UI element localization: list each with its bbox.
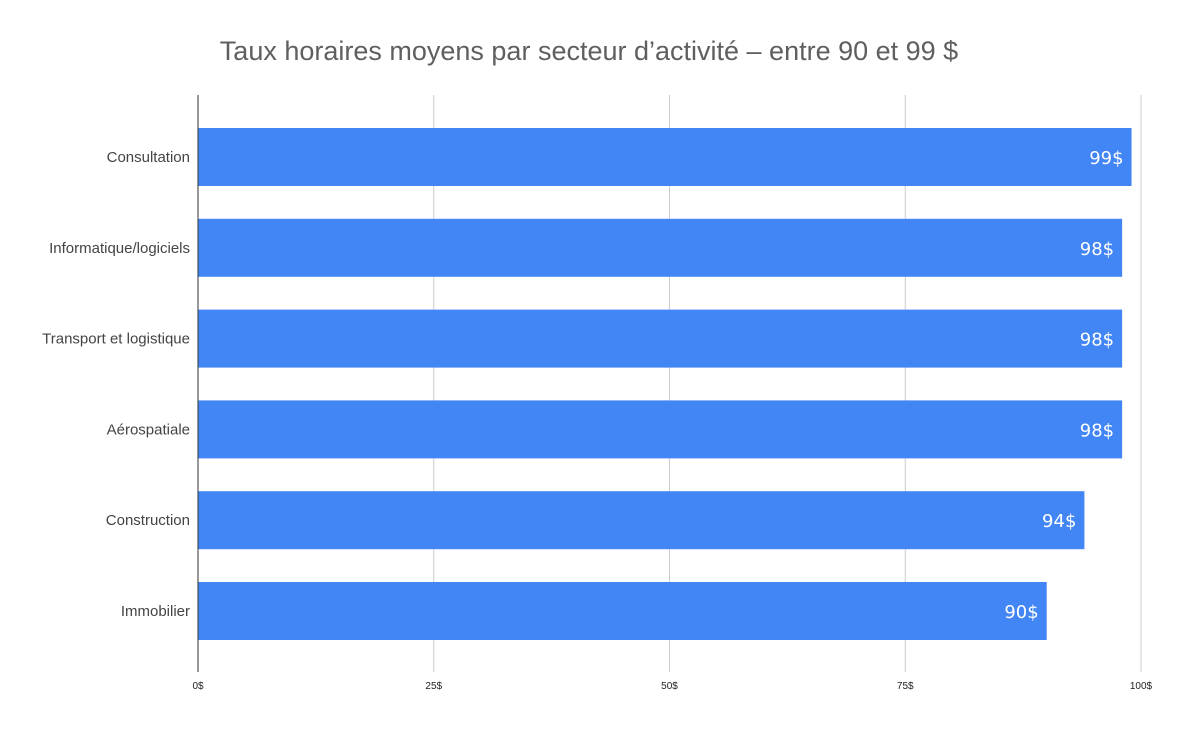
bar-4 [198,491,1085,550]
x-tick-label-1: 25$ [425,681,442,692]
category-label-0: Consultation [107,149,190,166]
x-tick-label-4: 100$ [1130,681,1153,692]
data-label-3: 98$ [1080,420,1114,441]
bar-1 [198,218,1123,277]
data-label-2: 98$ [1080,330,1114,351]
bar-2 [198,309,1123,368]
x-tick-label-2: 50$ [661,681,678,692]
x-tick-label-3: 75$ [897,681,914,692]
category-label-4: Construction [106,512,190,529]
category-label-3: Aérospatiale [107,421,190,438]
bar-5 [198,582,1047,640]
data-label-1: 98$ [1080,239,1114,260]
data-label-4: 94$ [1042,511,1076,532]
data-label-0: 99$ [1089,148,1123,169]
data-label-5: 90$ [1004,602,1038,623]
x-tick-label-0: 0$ [192,681,204,692]
category-label-5: Immobilier [121,603,190,620]
bar-0 [198,128,1132,186]
category-label-2: Transport et logistique [42,331,190,348]
chart-title: Taux horaires moyens par secteur d’activ… [219,36,959,66]
category-label-1: Informatique/logiciels [49,240,190,257]
bar-3 [198,400,1123,459]
